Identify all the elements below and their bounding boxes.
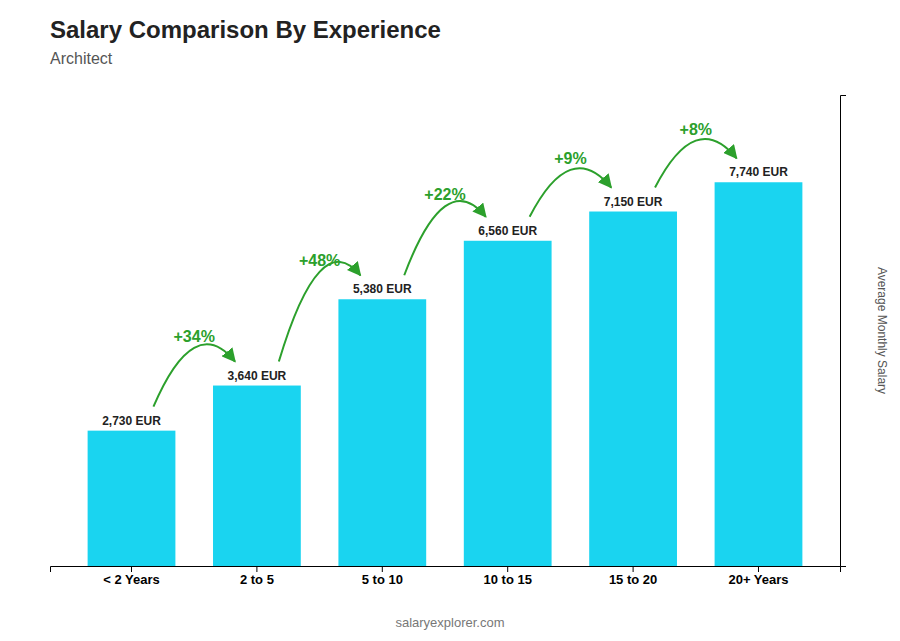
- change-arrow: [655, 139, 737, 188]
- change-label: +48%: [299, 252, 340, 269]
- x-tick-label: 10 to 15: [483, 572, 531, 587]
- change-arrow: [404, 201, 486, 275]
- bars: [88, 182, 803, 566]
- x-axis-line: [51, 567, 841, 573]
- change-arrow: [279, 262, 361, 362]
- y-axis: [841, 96, 847, 567]
- x-tick-label: 20+ Years: [728, 572, 788, 587]
- bar: [715, 182, 803, 566]
- x-tick-mark: [382, 566, 383, 572]
- x-tick-label: 15 to 20: [609, 572, 657, 587]
- x-tick-mark: [633, 566, 634, 572]
- change-label: +34%: [174, 328, 215, 345]
- data-label: 2,730 EUR: [102, 414, 161, 428]
- x-tick-label: 2 to 5: [240, 572, 274, 587]
- data-labels: 2,730 EUR 3,640 EUR 5,380 EUR 6,560 EUR 7,15…: [102, 165, 788, 427]
- x-tick: 2 to 5: [240, 566, 274, 587]
- data-label: 6,560 EUR: [478, 224, 537, 238]
- change-label: +8%: [680, 121, 712, 138]
- change-annotations: +34% +48% +22% +9% +8%: [153, 121, 736, 407]
- footer: salaryexplorer.com: [395, 615, 504, 630]
- chart-svg: < 2 Years 2 to 5 5 to 10 10 to 15 15 to 20 20…: [0, 0, 900, 641]
- data-label: 7,740 EUR: [729, 165, 788, 179]
- bar: [464, 241, 552, 566]
- x-tick-label: 5 to 10: [362, 572, 403, 587]
- data-label: 5,380 EUR: [353, 282, 412, 296]
- change-arrow: [530, 168, 612, 217]
- x-tick-mark: [131, 566, 132, 572]
- plot: < 2 Years 2 to 5 5 to 10 10 to 15 15 to 20 20…: [51, 96, 847, 588]
- change-label: +22%: [424, 186, 465, 203]
- subtitle: Architect: [50, 50, 113, 67]
- x-tick: 20+ Years: [728, 566, 788, 587]
- x-tick-label: < 2 Years: [103, 572, 160, 587]
- data-label: 3,640 EUR: [228, 369, 287, 383]
- x-tick: 5 to 10: [362, 566, 403, 587]
- bar: [213, 386, 301, 566]
- change-label: +9%: [554, 150, 586, 167]
- x-tick-mark: [507, 566, 508, 572]
- x-tick: < 2 Years: [103, 566, 160, 587]
- change-arrow: [153, 344, 235, 406]
- bar: [589, 212, 677, 566]
- bar: [88, 431, 176, 566]
- bar: [338, 299, 426, 566]
- data-label: 7,150 EUR: [604, 195, 663, 209]
- y-axis-label: Average Monthly Salary: [875, 267, 889, 394]
- x-tick-mark: [758, 566, 759, 572]
- x-tick: 15 to 20: [609, 566, 657, 587]
- title: Salary Comparison By Experience: [50, 16, 441, 43]
- x-tick-mark: [256, 566, 257, 572]
- x-tick: 10 to 15: [483, 566, 531, 587]
- x-axis: < 2 Years 2 to 5 5 to 10 10 to 15 15 to 20 20…: [51, 566, 841, 587]
- y-axis-line: [841, 96, 847, 567]
